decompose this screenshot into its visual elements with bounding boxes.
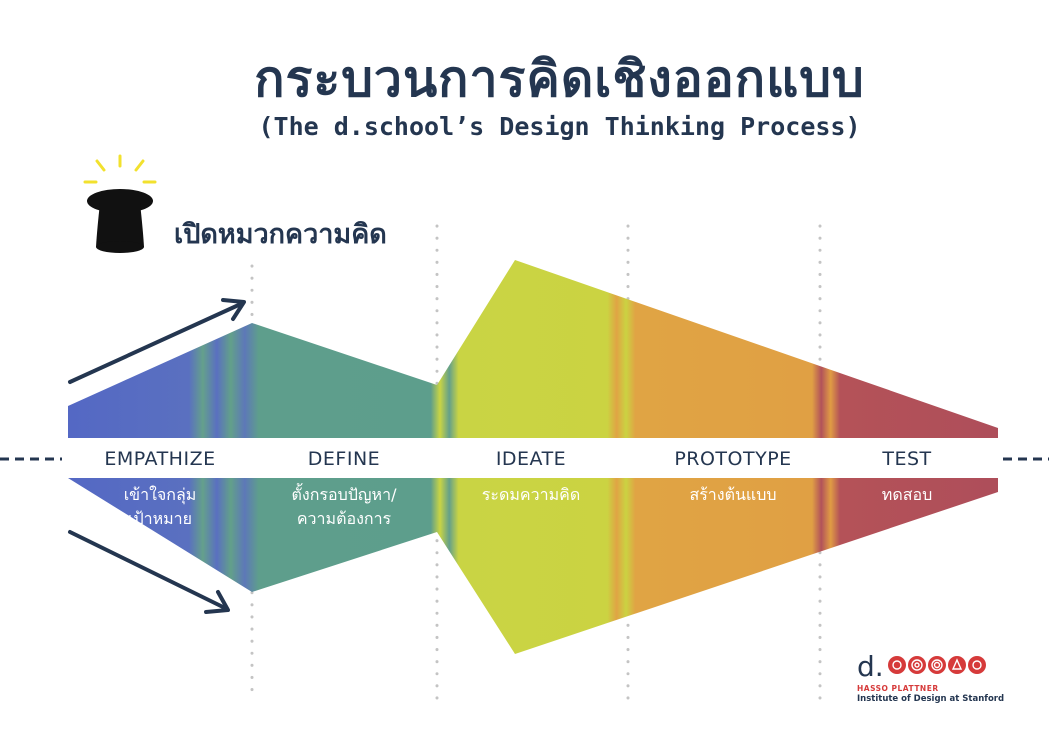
logo-d-mark: d. [857, 650, 884, 683]
logo-line-1: HASSO PLATTNER [857, 684, 939, 693]
dschool-logo-mark [888, 656, 986, 674]
stage-label-test: TEST [882, 448, 932, 470]
stage-label-prototype: PROTOTYPE [674, 448, 792, 470]
stage-desc-define: ตั้งกรอบปัญหา/ ความต้องการ [291, 485, 397, 528]
lightbulb-rays-icon [83, 154, 157, 184]
stage-label-ideate: IDEATE [495, 448, 567, 470]
logo-line-2: Institute of Design at Stanford [857, 694, 1005, 704]
stage-desc-prototype: สร้างต้นแบบ [689, 485, 777, 504]
stage-desc-empathize: เข้าใจกลุ่ม เป้าหมาย [123, 485, 197, 528]
arrow-down-right-icon [68, 530, 230, 614]
arrow-up-right-icon [68, 298, 246, 384]
stage-label-band [62, 438, 1002, 478]
page-title: กระบวนการคิดเชิงออกแบบ [254, 50, 865, 108]
stage-desc-test: ทดสอบ [881, 485, 933, 504]
stage-desc-ideate: ระดมความคิด [481, 485, 581, 504]
stage-label-define: DEFINE [307, 448, 381, 470]
page-subtitle: (The d.school’s Design Thinking Process) [258, 112, 861, 141]
thinking-hat-icon [87, 189, 153, 253]
hat-label: เปิดหมวกความคิด [174, 219, 387, 250]
stage-label-empathize: EMPATHIZE [104, 448, 216, 470]
